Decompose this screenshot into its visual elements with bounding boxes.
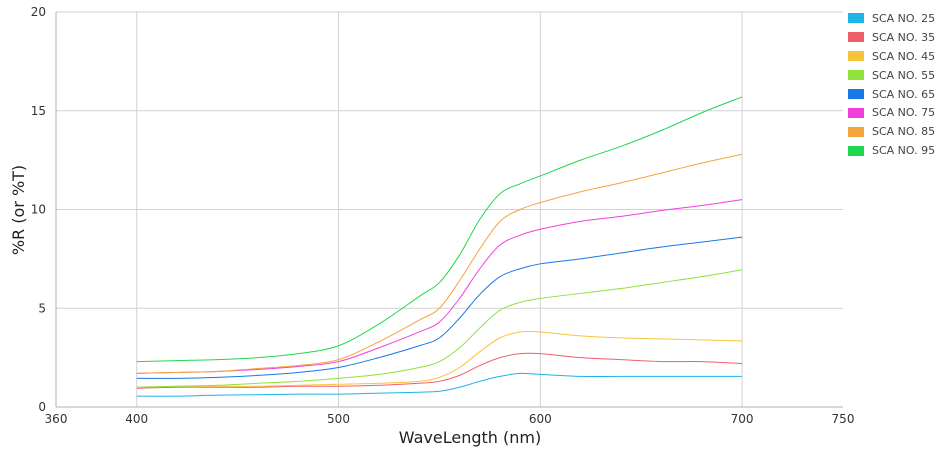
legend-item[interactable]: SCA NO. 25 [848,9,948,28]
y-tick-labels: 0 5 10 15 20 [31,5,46,414]
legend-item[interactable]: SCA NO. 55 [848,66,948,85]
legend-label: SCA NO. 45 [872,49,936,63]
y-tick-label: 5 [38,301,46,315]
x-tick-label: 750 [832,412,855,426]
x-tick-label: 360 [45,412,68,426]
series-line-2 [136,352,743,389]
x-tick-label: 400 [125,412,148,426]
legend-item[interactable]: SCA NO. 85 [848,122,948,141]
legend-item[interactable]: SCA NO. 95 [848,141,948,160]
legend-label: SCA NO. 85 [872,125,936,139]
series-line-4 [136,269,743,388]
legend-swatch [848,51,864,62]
series-line-7 [136,153,743,374]
legend-swatch [848,126,864,137]
series-line-5 [136,236,743,379]
x-tick-labels: 360 400 500 600 700 750 [45,412,855,426]
legend-item[interactable]: SCA NO. 65 [848,85,948,104]
legend-swatch [848,145,864,156]
y-tick-label: 15 [31,104,46,118]
y-tick-label: 0 [38,400,46,414]
legend-label: SCA NO. 75 [872,106,936,120]
legend-swatch [848,70,864,81]
legend-swatch [848,32,864,43]
legend-label: SCA NO. 95 [872,144,936,158]
legend-label: SCA NO. 35 [872,30,936,44]
axes [55,12,843,408]
series-lines [136,96,743,397]
legend-label: SCA NO. 25 [872,11,936,25]
legend: SCA NO. 25 SCA NO. 35 SCA NO. 45 SCA NO. 55… [848,9,948,160]
y-tick-label: 10 [31,203,46,217]
series-line-3 [136,330,743,388]
x-tick-label: 600 [529,412,552,426]
x-tick-label: 500 [327,412,350,426]
legend-item[interactable]: SCA NO. 75 [848,103,948,122]
series-line-8 [136,96,743,363]
series-line-6 [136,199,743,374]
x-tick-label: 700 [731,412,754,426]
legend-label: SCA NO. 65 [872,87,936,101]
legend-label: SCA NO. 55 [872,68,936,82]
legend-swatch [848,13,864,24]
legend-item[interactable]: SCA NO. 35 [848,28,948,47]
x-axis-title: WaveLength (nm) [399,428,541,447]
series-line-1 [136,372,743,397]
legend-swatch [848,107,864,118]
legend-swatch [848,89,864,99]
y-tick-label: 20 [31,5,46,19]
y-axis-title: %R (or %T) [9,165,28,255]
gridlines [56,11,843,407]
legend-item[interactable]: SCA NO. 45 [848,47,948,66]
